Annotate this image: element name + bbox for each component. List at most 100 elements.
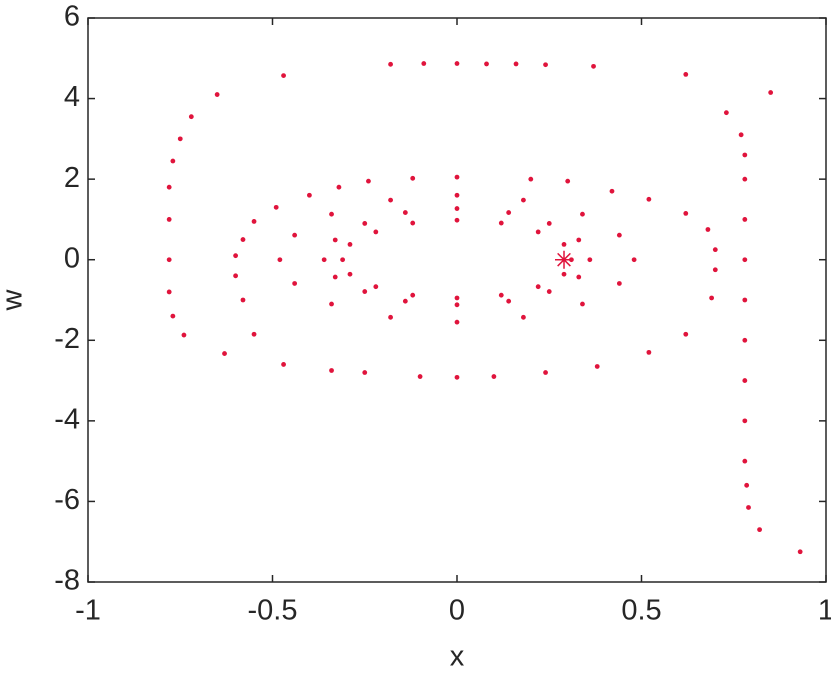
point [498,220,504,226]
point [240,237,246,242]
y-tick-label: -4 [54,404,80,436]
point [591,63,596,69]
y-tick-label: -2 [54,323,80,355]
point [742,257,748,263]
point [307,192,312,198]
point [454,319,460,325]
point [576,237,582,243]
x-tick-label: -0.5 [248,595,298,627]
point [561,242,567,247]
point [454,192,460,198]
y-tick-label: 0 [64,242,80,274]
point [373,229,379,235]
point [616,232,622,238]
point [646,349,652,355]
point [491,374,497,379]
point [233,273,239,279]
point [742,337,748,343]
point [402,298,408,304]
x-axis-label: x [450,641,465,672]
point [744,482,750,488]
point [222,351,227,356]
x-tick-label: 0.5 [621,595,661,627]
star-marker [555,250,574,269]
point [362,370,368,375]
point [513,61,519,67]
point [347,271,353,277]
point [546,289,552,294]
point [738,132,744,138]
point [417,374,423,379]
point [712,247,718,253]
point [521,197,526,203]
point [388,197,393,203]
point [506,210,512,215]
point [251,219,257,224]
point [683,331,689,337]
point [292,281,298,286]
point [347,242,353,247]
point [498,292,504,298]
point [251,331,257,337]
point [373,284,379,290]
point [321,257,327,263]
point [454,302,460,308]
point [742,176,748,182]
point [757,527,762,533]
point [521,314,526,320]
point [484,61,489,67]
point [340,257,346,263]
point [631,257,637,263]
point [535,284,541,290]
point [723,110,729,116]
y-tick-label: 4 [64,81,80,113]
y-axis-label: w [0,288,29,311]
point [170,313,176,319]
point [506,298,512,304]
point [362,221,368,226]
point [188,114,194,120]
point [273,204,279,210]
point [576,274,582,280]
x-tick-label: 0 [449,595,465,627]
y-tick-label: -6 [54,484,80,516]
point [535,229,541,235]
point [177,136,183,142]
point [616,281,622,286]
point [454,174,460,180]
point [336,184,342,190]
point [166,184,172,190]
point [454,295,460,301]
point [402,210,408,215]
point [705,227,711,232]
point [742,458,748,464]
point [170,158,176,164]
x-tick-label: 1 [818,595,831,627]
point [742,418,748,424]
point [454,206,460,211]
point [233,253,239,259]
point [683,72,689,77]
point [277,257,283,263]
point [587,257,593,263]
point [580,211,585,217]
point [580,301,585,307]
point [292,232,298,238]
point [565,178,571,184]
point [709,295,715,301]
point [543,62,548,68]
y-tick-label: -8 [54,565,80,597]
point [546,221,552,226]
point [797,549,803,555]
point [646,196,652,202]
point [594,364,600,369]
point [329,368,334,373]
point [454,61,460,66]
point [609,188,615,194]
point [768,90,774,95]
point [410,220,416,226]
point [166,217,172,222]
point [166,289,172,295]
point [543,370,548,375]
